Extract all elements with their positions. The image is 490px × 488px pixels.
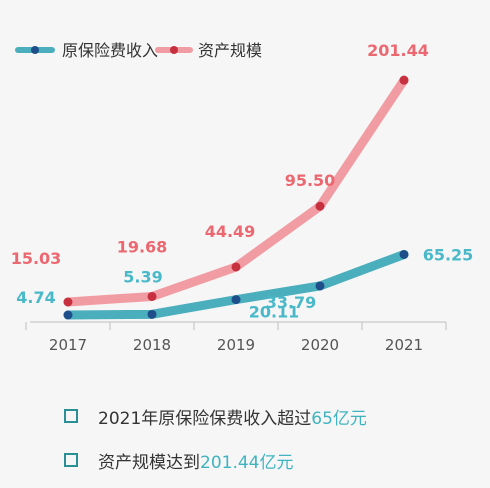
data-label: 19.68 bbox=[117, 237, 168, 256]
legend-label: 资产规模 bbox=[198, 41, 262, 60]
notes-list: 2021年原保险保费收入超过65亿元 资产规模达到201.44亿元 bbox=[64, 400, 367, 488]
premium-income-point bbox=[315, 281, 325, 291]
data-label: 15.03 bbox=[11, 249, 62, 268]
x-tick-label: 2021 bbox=[385, 336, 423, 354]
data-label: 33.79 bbox=[266, 293, 317, 312]
asset-scale-point bbox=[315, 201, 325, 211]
data-label: 44.49 bbox=[205, 222, 256, 241]
note-item: 2021年原保险保费收入超过65亿元 bbox=[64, 400, 367, 432]
note-prefix: 资产规模达到 bbox=[98, 452, 200, 473]
note-prefix: 2021年原保险保费收入超过 bbox=[98, 408, 312, 429]
data-label: 201.44 bbox=[367, 41, 429, 60]
checkbox-icon bbox=[64, 409, 78, 423]
note-item: 资产规模达到201.44亿元 bbox=[64, 444, 367, 476]
note-text: 2021年原保险保费收入超过65亿元 bbox=[98, 404, 367, 429]
data-label: 20.11 bbox=[249, 303, 300, 322]
legend-marker bbox=[170, 46, 178, 54]
asset-scale-point bbox=[399, 75, 409, 85]
x-tick-label: 2019 bbox=[217, 336, 255, 354]
x-tick-label: 2017 bbox=[49, 336, 87, 354]
data-label: 95.50 bbox=[285, 171, 336, 190]
checkbox-icon bbox=[64, 453, 78, 467]
note-accent: 65亿元 bbox=[311, 408, 367, 429]
note-accent: 201.44亿元 bbox=[200, 452, 294, 473]
premium-income-point bbox=[399, 249, 409, 259]
asset-scale-point bbox=[231, 262, 241, 272]
premium-income-point bbox=[231, 295, 241, 305]
asset-scale-point bbox=[147, 291, 157, 301]
data-label: 65.25 bbox=[423, 245, 474, 264]
legend-label: 原保险费收入 bbox=[62, 41, 158, 60]
premium-income-point bbox=[147, 309, 157, 319]
data-label: 4.74 bbox=[16, 288, 55, 307]
x-tick-label: 2020 bbox=[301, 336, 339, 354]
legend-marker bbox=[31, 46, 39, 54]
premium-income-point bbox=[63, 310, 73, 320]
note-text: 资产规模达到201.44亿元 bbox=[98, 448, 293, 473]
data-label: 5.39 bbox=[123, 267, 162, 286]
asset-scale-point bbox=[63, 297, 73, 307]
x-tick-label: 2018 bbox=[133, 336, 171, 354]
chart: 2017 2018 2019 2020 2021 4.74 5.39 20.11 33.79 65… bbox=[11, 41, 474, 354]
